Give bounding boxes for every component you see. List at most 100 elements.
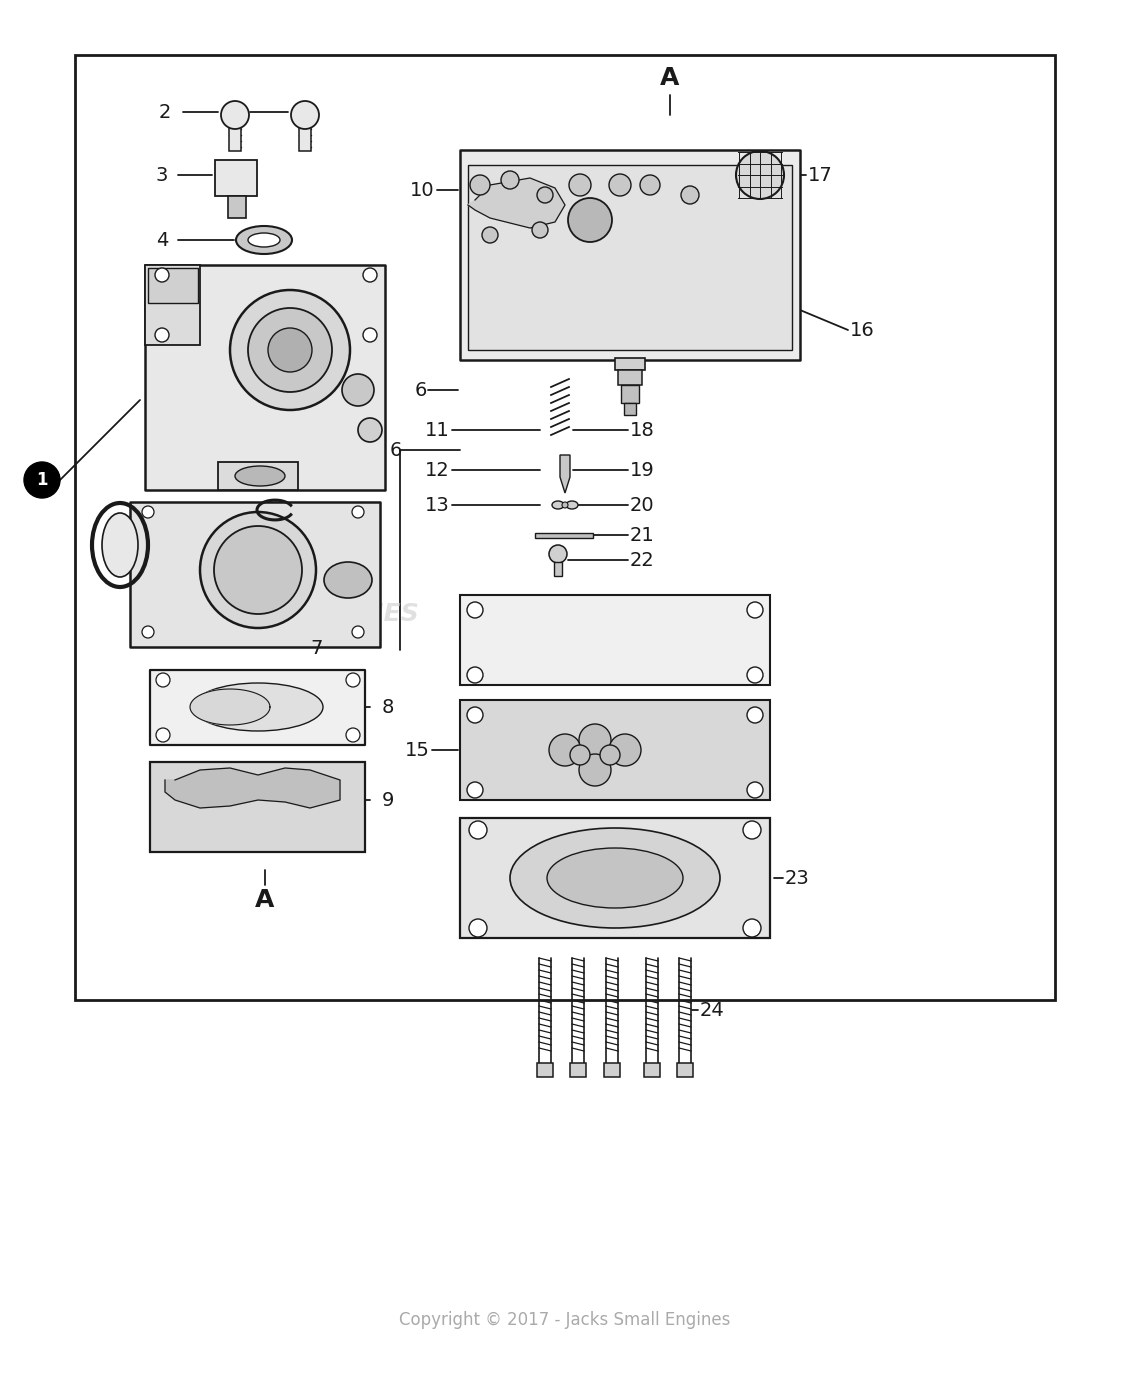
Bar [677,1063,693,1077]
Text: A: A [660,66,679,89]
Circle shape [744,821,760,839]
Circle shape [142,506,154,518]
Circle shape [483,227,498,243]
Circle shape [747,707,763,723]
Circle shape [600,745,620,764]
Circle shape [346,727,360,742]
Circle shape [579,754,611,786]
Circle shape [640,175,660,195]
Text: 2: 2 [159,103,171,121]
Circle shape [155,268,169,282]
Bar [228,197,246,219]
Ellipse shape [247,232,280,248]
Ellipse shape [102,513,138,578]
Text: 17: 17 [808,165,833,184]
Text: 10: 10 [410,180,435,199]
Circle shape [363,329,377,342]
Ellipse shape [193,683,323,732]
Bar [215,160,257,197]
Text: 12: 12 [425,461,450,480]
Bar [298,122,311,151]
Ellipse shape [547,848,683,908]
Text: 4: 4 [156,231,168,249]
Bar [150,762,365,852]
Bar [570,1063,586,1077]
Circle shape [537,187,553,203]
Circle shape [221,100,249,129]
Circle shape [681,186,699,203]
Circle shape [358,418,382,441]
Bar [605,1063,620,1077]
Circle shape [156,727,170,742]
Circle shape [549,544,567,562]
Polygon shape [190,689,270,725]
Bar [615,358,645,370]
Bar [537,1063,553,1077]
Ellipse shape [566,500,579,509]
Circle shape [467,667,483,683]
Text: 3: 3 [156,165,168,184]
Text: 8: 8 [382,697,394,716]
Circle shape [268,329,312,373]
Text: Jacks
SMALLENGINES: Jacks SMALLENGINES [201,575,419,626]
Circle shape [363,268,377,282]
Text: 6: 6 [390,440,402,459]
Bar [624,403,636,415]
Text: 23: 23 [785,869,810,887]
Circle shape [247,308,332,392]
Text: 16: 16 [850,320,875,340]
Ellipse shape [736,151,784,199]
Bar [618,370,642,385]
Text: Copyright © 2017 - Jacks Small Engines: Copyright © 2017 - Jacks Small Engines [399,1310,731,1330]
Text: 1: 1 [36,472,47,490]
Bar [460,818,770,938]
Circle shape [467,602,483,617]
Circle shape [549,734,581,766]
Circle shape [532,221,548,238]
Bar [75,55,1055,1000]
Polygon shape [165,769,340,808]
Circle shape [24,462,60,498]
Bar [468,165,792,351]
Ellipse shape [551,500,564,509]
Text: 19: 19 [631,461,654,480]
Bar [460,700,770,800]
Circle shape [744,918,760,936]
Circle shape [570,745,590,764]
Circle shape [467,782,483,797]
Circle shape [292,100,319,129]
Text: 15: 15 [406,741,431,759]
Circle shape [747,667,763,683]
Bar [460,595,770,685]
Circle shape [353,506,364,518]
Circle shape [155,329,169,342]
Circle shape [469,821,487,839]
Circle shape [501,170,519,188]
Text: 22: 22 [631,550,654,569]
Text: 20: 20 [631,495,654,514]
Bar [145,265,385,490]
Circle shape [200,512,316,628]
Circle shape [609,175,631,197]
Circle shape [156,672,170,688]
Circle shape [342,374,374,406]
Text: 18: 18 [631,421,654,440]
Circle shape [142,626,154,638]
Bar [145,265,200,345]
Polygon shape [468,177,565,228]
Text: 5: 5 [156,500,168,520]
Text: 24: 24 [699,1001,724,1019]
Circle shape [579,725,611,756]
Text: 6: 6 [415,381,427,400]
Text: 13: 13 [425,495,450,514]
Bar [130,502,380,648]
Bar [148,268,198,302]
Ellipse shape [236,226,292,254]
Bar [622,385,638,403]
Bar [644,1063,660,1077]
Circle shape [231,290,350,410]
Bar [534,534,593,538]
Circle shape [353,626,364,638]
Bar [554,562,562,576]
Circle shape [747,602,763,617]
